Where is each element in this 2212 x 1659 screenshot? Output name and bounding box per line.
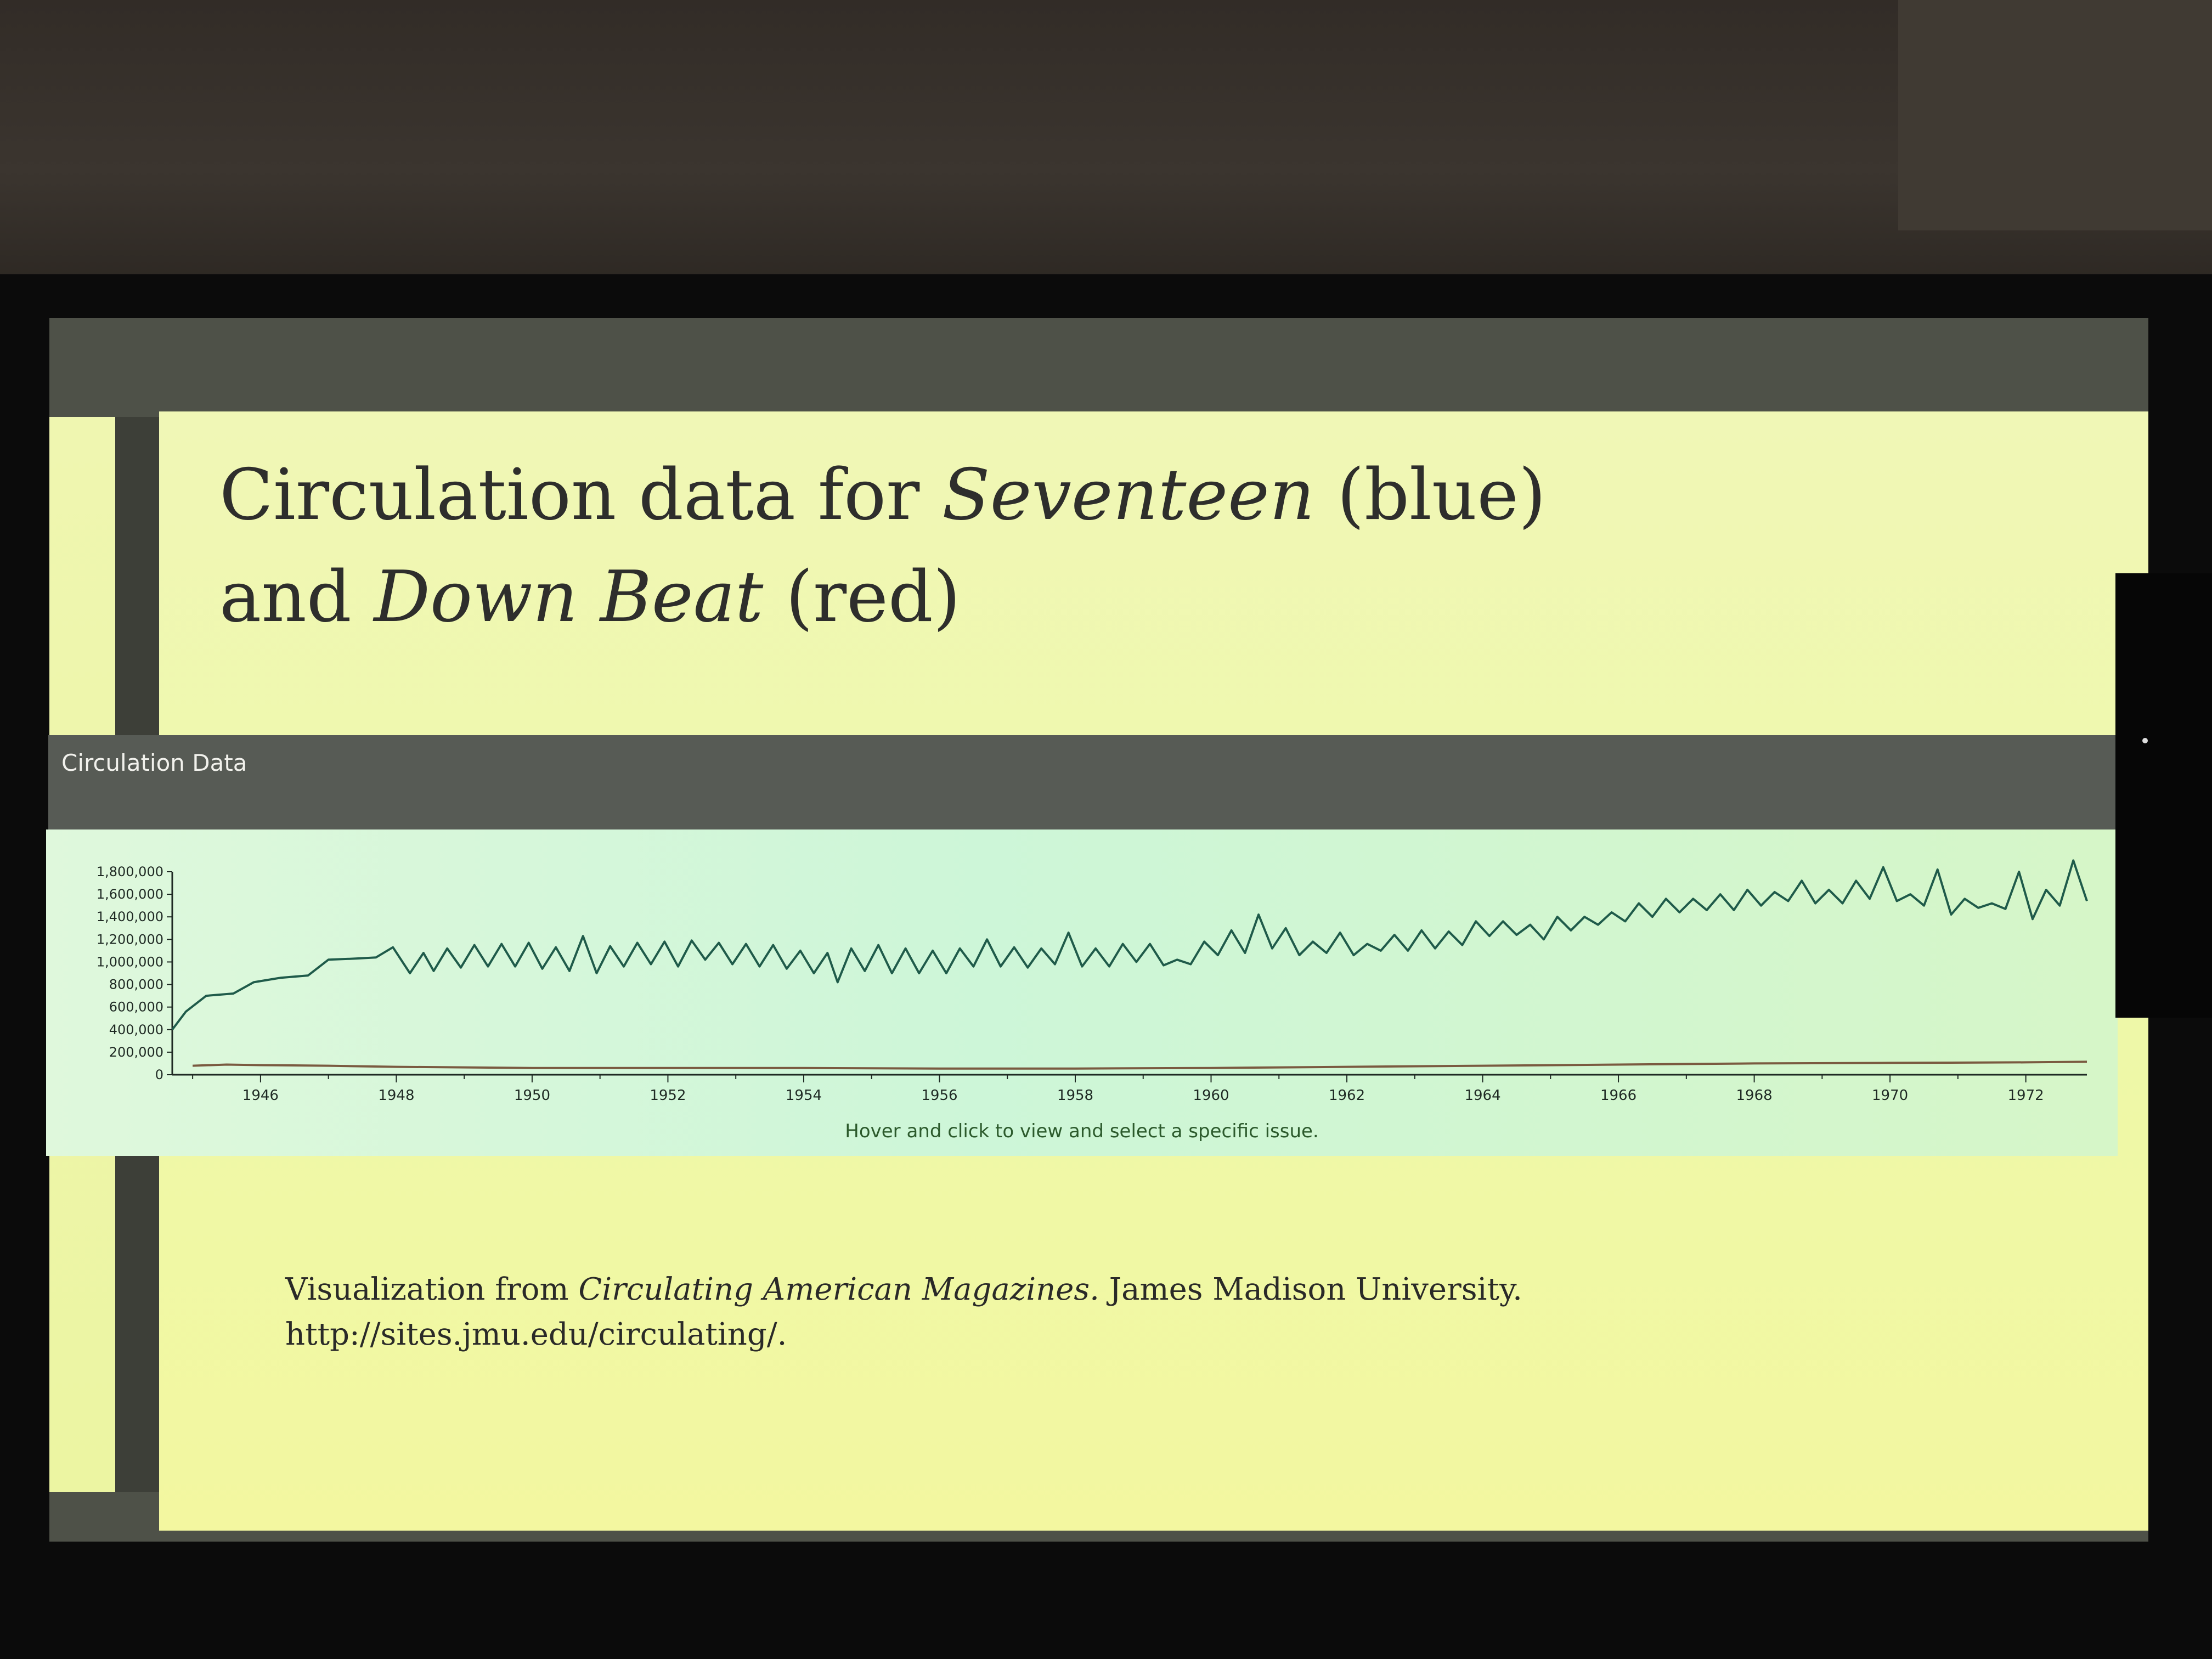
background-wall-panel [1898,0,2212,230]
title-line2-prefix: and [219,556,374,638]
y-tick-label: 1,200,000 [97,932,163,947]
x-tick-label: 1972 [2008,1087,2044,1104]
x-tick-label: 1964 [1464,1087,1500,1104]
x-tick-label: 1950 [514,1087,550,1104]
title-magazine-seventeen: Seventeen [942,454,1315,536]
citation-prefix: Visualization from [285,1272,579,1307]
side-blackout [2115,573,2212,1018]
y-tick-label: 200,000 [109,1045,163,1060]
series-line-downbeat [193,1060,2087,1070]
citation: Visualization from Circulating American … [285,1267,1767,1357]
y-tick-label: 600,000 [109,1000,163,1015]
circulation-chart[interactable]: 0 200,000 400,000 600,000 800,000 1,000,000 1,… [46,830,2118,1115]
x-tick-label: 1948 [378,1087,414,1104]
x-tick-label: 1958 [1057,1087,1093,1104]
x-tick-label: 1946 [242,1087,279,1104]
x-tick-label: 1954 [786,1087,822,1104]
x-tick-label: 1962 [1329,1087,1365,1104]
x-tick-label: 1968 [1736,1087,1772,1104]
title-magazine-downbeat: Down Beat [374,556,764,638]
y-tick-label: 800,000 [109,977,163,992]
title-middle: (blue) [1314,454,1546,536]
citation-institution: James Madison University. [1099,1272,1522,1307]
y-tick-label: 0 [155,1067,163,1082]
citation-url[interactable]: http://sites.jmu.edu/circulating/. [285,1317,787,1352]
title-suffix: (red) [763,556,961,638]
y-tick-label: 1,600,000 [97,887,163,902]
chart-panel[interactable]: 0 200,000 400,000 600,000 800,000 1,000,000 1,… [46,830,2118,1156]
x-tick-label: 1966 [1600,1087,1637,1104]
slide-title: Circulation data for Seventeen (blue) and… [219,444,1646,648]
y-tick-label: 1,000,000 [97,954,163,969]
chart-hint: Hover and click to view and select a spe… [845,1120,1319,1142]
x-tick-label: 1952 [650,1087,686,1104]
indicator-dot [2142,738,2148,743]
title-prefix: Circulation data for [219,454,942,536]
widget-header-label: Circulation Data [61,749,247,776]
widget-header: Circulation Data [48,735,2118,830]
y-tick-label: 1,400,000 [97,909,163,924]
x-tick-label: 1960 [1193,1087,1229,1104]
x-tick-label: 1956 [921,1087,957,1104]
y-tick-label: 400,000 [109,1022,163,1037]
series-line-seventeen [171,859,2088,1031]
x-tick-label: 1970 [1872,1087,1908,1104]
y-tick-label: 1,800,000 [97,864,163,879]
background-wall [0,0,2212,285]
citation-source-title: Circulating American Magazines. [578,1272,1099,1307]
